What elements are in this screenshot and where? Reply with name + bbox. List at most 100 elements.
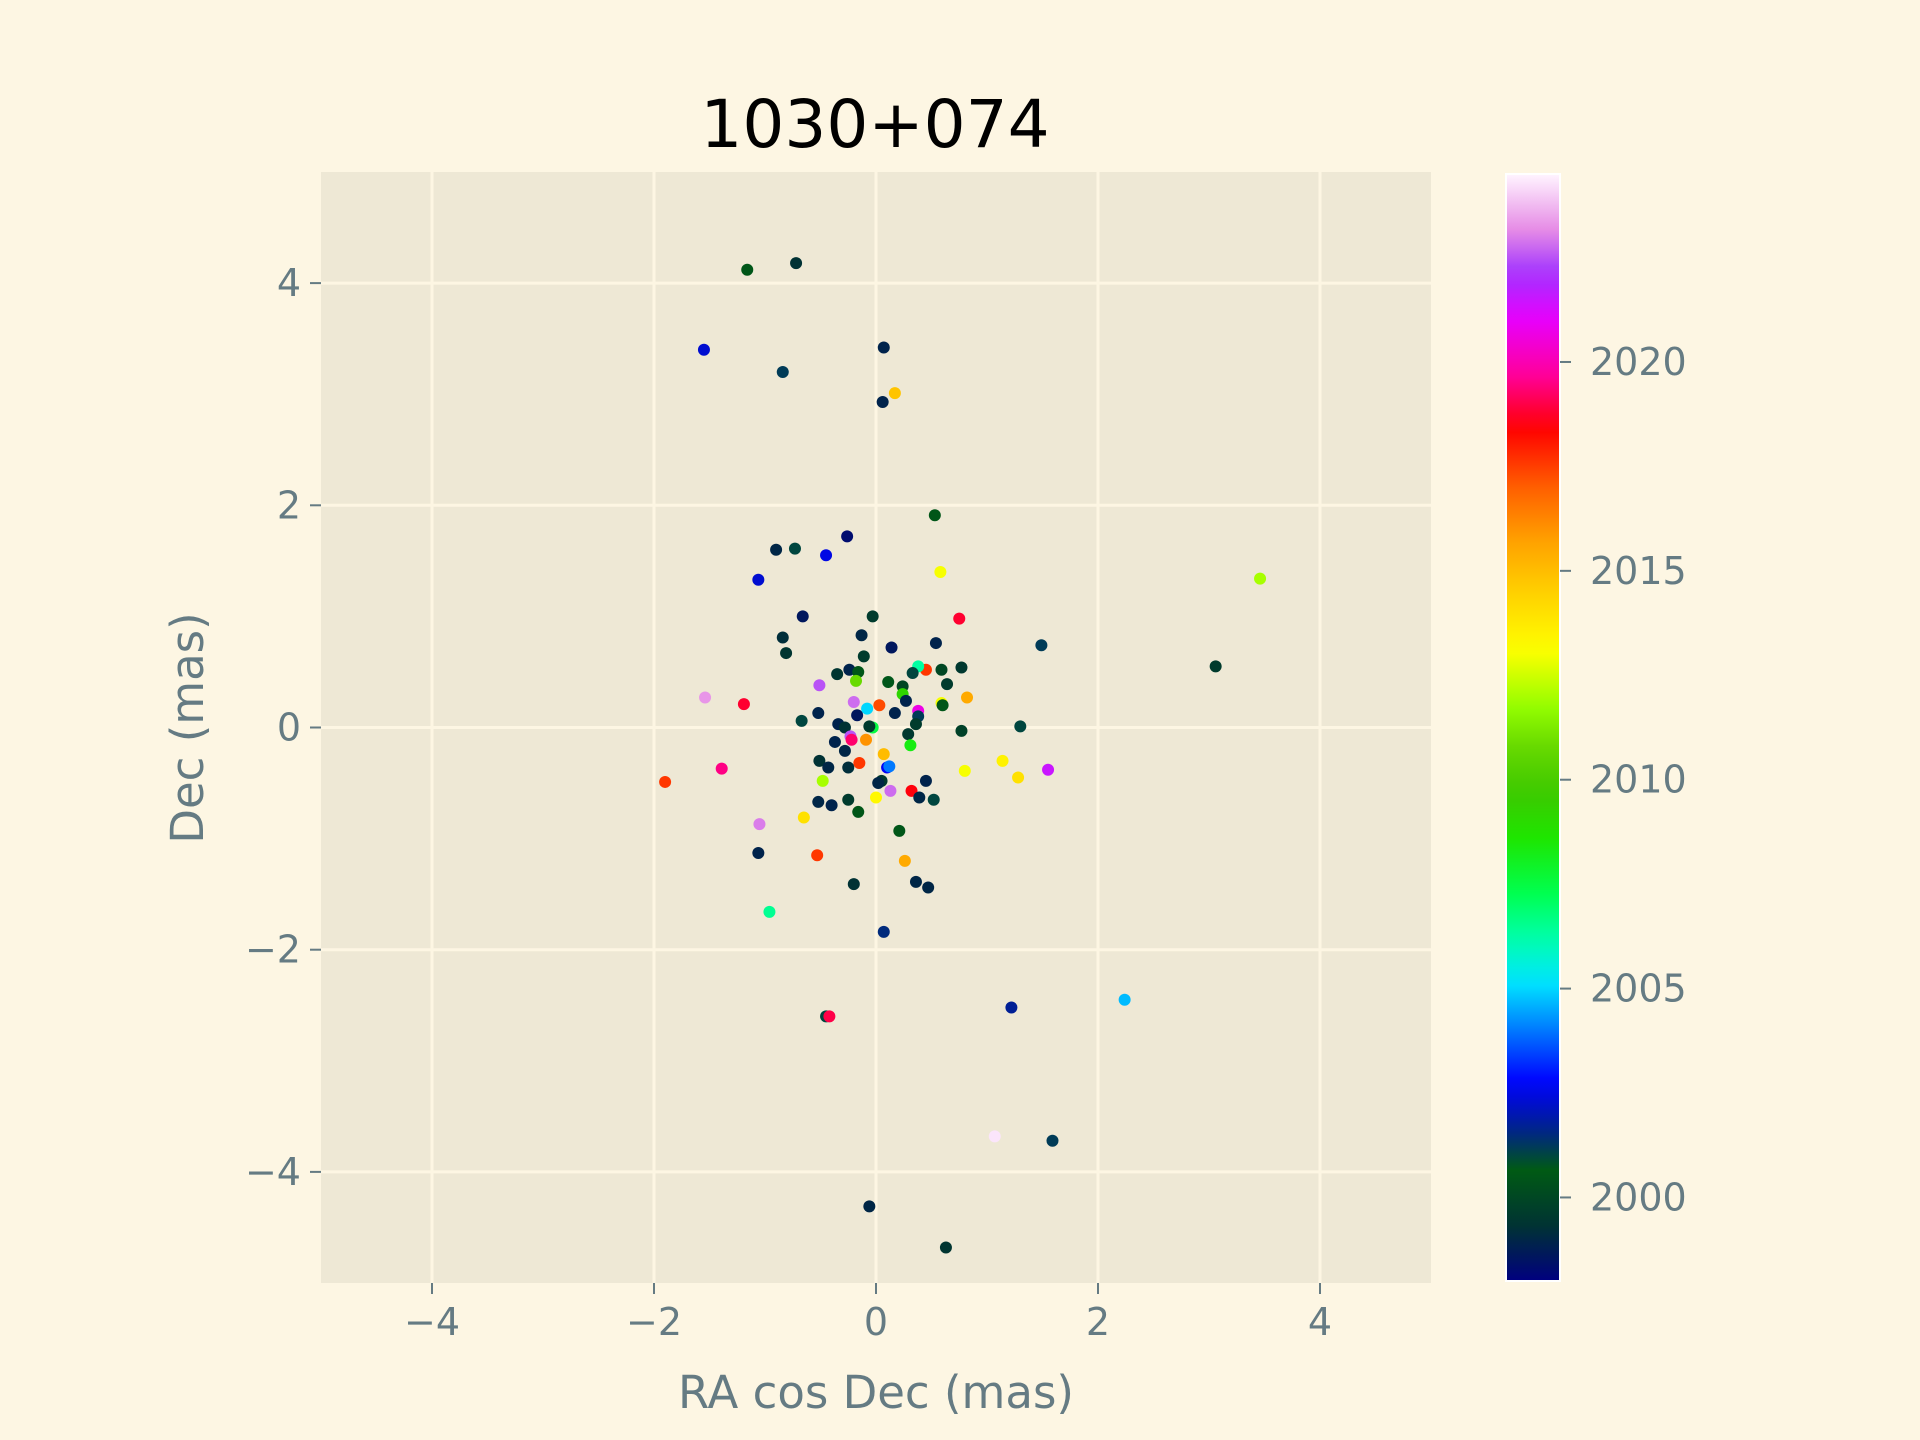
data-point [936,699,949,712]
data-point [770,543,783,556]
data-point [812,707,825,720]
data-point [842,793,855,806]
data-point [659,775,672,788]
data-point [996,754,1009,767]
data-point [697,343,710,356]
data-point [888,707,901,720]
data-point [850,674,863,687]
colorbar-gradient [1505,173,1561,1282]
data-point [863,1200,876,1213]
data-point [1209,660,1222,673]
y-tick-label: −4 [245,1150,301,1194]
x-tick-label: −4 [404,1300,460,1344]
data-point [906,667,919,680]
y-axis-label: Dec (mas) [161,612,214,843]
data-point [893,824,906,837]
data-point [929,637,942,650]
data-point [861,702,874,715]
colorbar-tick-label: 2010 [1590,758,1687,802]
data-point [922,881,935,894]
colorbar-tick-label: 2015 [1590,549,1687,593]
data-point [790,257,803,270]
data-point [909,875,922,888]
data-point [1014,720,1027,733]
data-point [796,610,809,623]
data-point [847,695,860,708]
data-point [953,612,966,625]
data-point [737,698,750,711]
data-point [927,793,940,806]
data-point [753,818,766,831]
data-point [741,263,754,276]
data-point [928,509,941,522]
data-point [752,573,765,586]
data-point [752,847,765,860]
colorbar-ticks: 2000 2005 2010 2015 2020 [1560,340,1687,1219]
data-point [763,905,776,918]
data-point [955,661,968,674]
data-point [913,791,926,804]
data-point [847,878,860,891]
data-point [811,849,824,862]
data-point [851,709,864,722]
data-point [816,774,829,787]
data-point [876,395,889,408]
data-point [823,1010,836,1023]
data-point [838,744,851,757]
data-point [941,678,954,691]
data-point [958,764,971,777]
data-point [845,733,858,746]
x-axis-ticks: −4 −2 0 2 4 [404,1283,1332,1344]
y-axis-ticks: −4 −2 0 2 4 [245,261,321,1194]
data-point [1012,771,1025,784]
data-point [873,699,886,712]
data-point [831,668,844,681]
data-point [855,629,868,642]
data-point [909,718,922,731]
data-point [715,762,728,775]
data-point [797,811,810,824]
data-point [813,754,826,767]
data-point [841,530,854,543]
data-point [877,925,890,938]
data-point [1035,639,1048,652]
x-axis-label: RA cos Dec (mas) [678,1366,1074,1419]
data-point [898,854,911,867]
colorbar: 2000 2005 2010 2015 2020 [1505,173,1687,1282]
data-point [919,774,932,787]
data-point [822,761,835,774]
data-point [842,761,855,774]
data-point [899,694,912,707]
data-point [939,1241,952,1254]
x-tick-label: 0 [864,1300,888,1344]
data-point [863,720,876,733]
data-point [961,691,974,704]
data-point [884,784,897,797]
data-point [699,691,712,704]
data-point [988,1130,1001,1143]
data-point [905,784,918,797]
data-point [853,757,866,770]
data-point [888,387,901,400]
data-point [870,791,882,804]
data-point [860,733,873,746]
data-point [825,799,838,812]
data-point [828,735,841,748]
x-tick-label: −2 [626,1300,682,1344]
data-point [934,565,947,578]
data-point [877,748,890,761]
data-point [935,663,948,676]
data-point [882,675,895,688]
data-point [1254,572,1267,585]
data-point [877,341,890,354]
data-point [1046,1134,1059,1147]
data-point [812,795,825,808]
data-point [902,728,915,741]
data-point [776,631,789,644]
data-point [795,714,808,727]
colorbar-tick-label: 2020 [1590,340,1687,384]
data-point [955,724,968,737]
y-tick-label: −2 [245,928,301,972]
data-point [1005,1001,1018,1014]
